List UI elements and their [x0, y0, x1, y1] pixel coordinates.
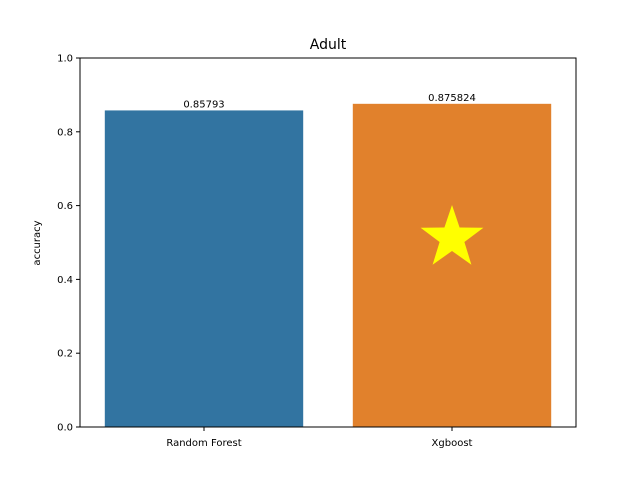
- y-tick-label-3: 0.4: [57, 275, 73, 286]
- bar-2: [352, 103, 552, 427]
- x-tick-label-1: Random Forest: [166, 438, 241, 449]
- y-tick-label-5: 0.8: [57, 127, 73, 138]
- plot-frame: [79, 57, 577, 428]
- bar-1: [104, 110, 304, 427]
- y-tick-label-6: 1.0: [57, 54, 73, 65]
- y-tick-label-1: 0.0: [57, 423, 73, 434]
- data-label-1: 0.85793: [183, 99, 224, 110]
- plot-area: 0.85793 Random Forest 0.875824 Xgboost 0.0 0.…: [57, 54, 577, 449]
- data-label-2: 0.875824: [428, 93, 476, 104]
- star-icon: [420, 205, 484, 265]
- y-tick-label-2: 0.2: [57, 349, 73, 360]
- x-tick-label-2: Xgboost: [432, 438, 473, 449]
- y-tick-label-4: 0.6: [57, 201, 73, 212]
- y-axis-label: accuracy: [32, 220, 43, 265]
- chart-title: Adult: [310, 37, 347, 53]
